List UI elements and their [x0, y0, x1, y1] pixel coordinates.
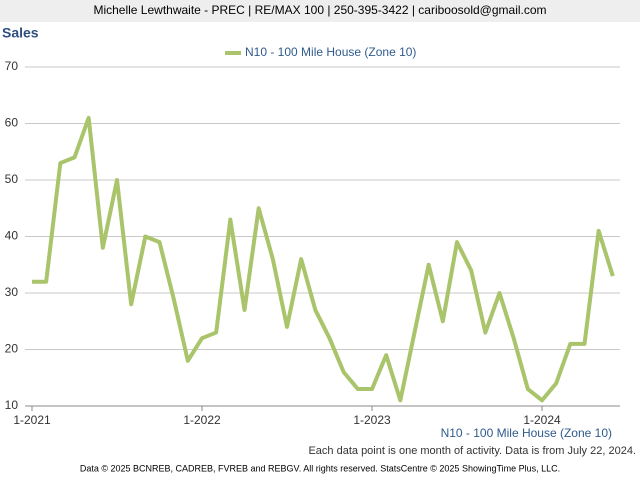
y-tick-label: 30	[5, 285, 19, 299]
y-tick-label: 60	[5, 116, 19, 130]
y-tick-label: 20	[5, 342, 19, 356]
y-tick-label: 50	[5, 172, 19, 186]
y-tick-label: 40	[5, 229, 19, 243]
y-tick-label: 10	[5, 398, 19, 412]
x-tick-label: 1-2024	[523, 413, 561, 427]
y-tick-label: 70	[5, 59, 19, 73]
header-bar	[0, 0, 640, 22]
x-axis-label: N10 - 100 Mile House (Zone 10)	[441, 426, 612, 440]
x-tick-label: 1-2022	[183, 413, 221, 427]
chart-title: Sales	[2, 25, 39, 41]
note: Each data point is one month of activity…	[308, 445, 636, 457]
x-tick-label: 1-2023	[353, 413, 391, 427]
footer: Data © 2025 BCNREB, CADREB, FVREB and RE…	[80, 463, 560, 473]
x-tick-label: 1-2021	[13, 413, 51, 427]
data-line	[32, 115, 615, 403]
header: Michelle Lewthwaite - PREC | RE/MAX 100 …	[93, 3, 546, 17]
legend-label: N10 - 100 Mile House (Zone 10)	[245, 45, 416, 59]
